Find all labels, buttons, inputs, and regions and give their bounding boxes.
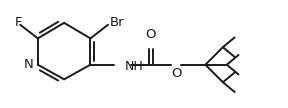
Text: Br: Br: [110, 16, 124, 29]
Text: NH: NH: [124, 60, 143, 73]
Text: O: O: [145, 28, 156, 41]
Text: F: F: [15, 16, 22, 29]
Text: O: O: [171, 67, 181, 80]
Text: N: N: [24, 58, 34, 71]
